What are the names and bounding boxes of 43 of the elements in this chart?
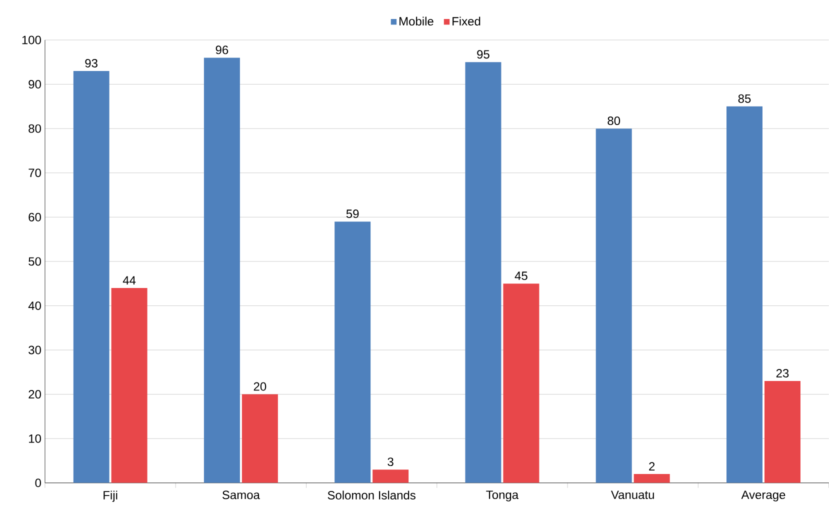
x-tick-label: Vanuatu [610,490,654,500]
x-tick-label: Average [741,490,786,502]
data-label: 93 [85,59,98,68]
data-label: 2 [649,462,655,471]
y-tick-label: 60 [28,212,41,222]
x-tick-label: Samoa [222,490,260,500]
bar [204,58,240,483]
data-label: 96 [216,46,228,54]
y-tick-label: 70 [28,168,41,178]
x-tick-label: Tonga [486,490,519,502]
data-label: 45 [514,272,528,280]
bar [111,288,148,483]
legend-label: Fixed [452,16,480,26]
data-label: 85 [738,94,751,103]
data-label: 44 [122,276,136,285]
y-tick-label: 10 [29,434,41,443]
y-tick-label: 30 [28,346,41,354]
data-label: 20 [254,382,266,391]
data-label: 23 [776,369,789,378]
bar [242,394,278,483]
y-tick-label: 50 [28,257,41,266]
bar [372,470,409,483]
bar [596,128,632,483]
data-label: 59 [346,210,359,218]
x-tick-label: Fiji [104,490,118,502]
y-tick-label: 100 [22,36,41,44]
bar [503,284,540,483]
data-label: 3 [388,458,394,466]
y-tick-label: 40 [28,302,41,310]
x-tick-label: Solomon Islands [328,490,416,500]
bar [73,71,110,483]
bar [726,106,762,483]
legend-label: Mobile [400,16,434,26]
data-label: 95 [477,50,490,59]
bar [465,62,502,483]
data-label: 80 [608,116,620,126]
bar [334,222,371,483]
y-tick-label: 0 [35,478,41,488]
y-tick-label: 90 [28,80,41,89]
y-tick-label: 20 [28,390,41,399]
y-tick-label: 80 [28,124,41,133]
bar [764,381,800,483]
bar [634,474,670,483]
